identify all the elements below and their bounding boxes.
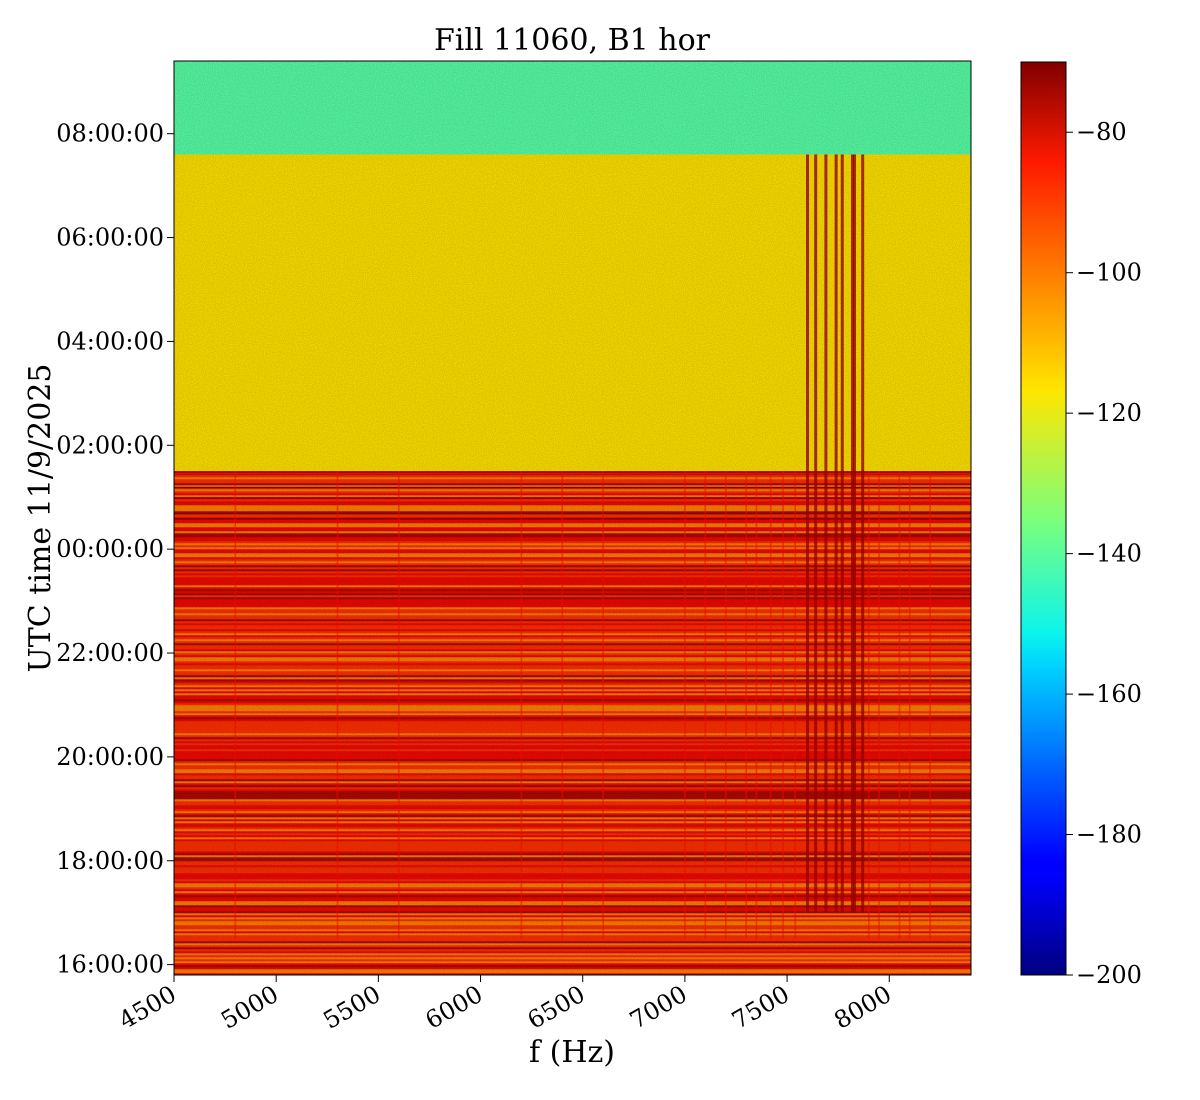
x-tick-label: 5000 bbox=[216, 980, 283, 1035]
x-tick-label: 6000 bbox=[421, 980, 488, 1035]
x-tick-label: 6500 bbox=[523, 980, 590, 1035]
noise-texture bbox=[174, 61, 971, 975]
y-tick-label: 06:00:00 bbox=[56, 224, 164, 252]
y-tick-label: 00:00:00 bbox=[56, 535, 164, 563]
colorbar-tick-label: −200 bbox=[1076, 961, 1142, 989]
y-tick-label: 08:00:00 bbox=[56, 120, 164, 148]
colorbar-tick-label: −180 bbox=[1076, 821, 1142, 849]
x-tick-label: 7500 bbox=[727, 980, 794, 1035]
x-axis-label: f (Hz) bbox=[529, 1035, 615, 1070]
y-tick-label: 02:00:00 bbox=[56, 431, 164, 459]
y-tick-label: 04:00:00 bbox=[56, 327, 164, 355]
plot-frame bbox=[173, 60, 972, 976]
x-tick-label: 5500 bbox=[318, 980, 385, 1035]
colorbar: −80 −100 −120 −140 −160 −180 −200 bbox=[1020, 61, 1142, 989]
colorbar-gradient bbox=[1020, 61, 1067, 976]
y-tick-label: 22:00:00 bbox=[56, 639, 164, 667]
colorbar-ticks: −80 −100 −120 −140 −160 −180 −200 bbox=[1066, 118, 1142, 989]
colorbar-tick-label: −120 bbox=[1076, 399, 1142, 427]
x-tick-label: 4500 bbox=[114, 980, 181, 1035]
colorbar-tick-label: −160 bbox=[1076, 680, 1142, 708]
colorbar-tick-label: −100 bbox=[1076, 259, 1142, 287]
colorbar-tick-label: −80 bbox=[1076, 118, 1127, 146]
chart-title: Fill 11060, B1 hor bbox=[434, 23, 711, 58]
plot-area bbox=[174, 61, 971, 975]
colorbar-tick-label: −140 bbox=[1076, 540, 1142, 568]
y-axis-label: UTC time 11/9/2025 bbox=[23, 364, 58, 673]
y-axis: 16:00:00 18:00:00 20:00:00 22:00:00 00:00:00… bbox=[56, 120, 174, 979]
x-axis: 4500 5000 5500 6000 6500 7000 7500 8000 bbox=[114, 975, 896, 1035]
y-tick-label: 20:00:00 bbox=[56, 743, 164, 771]
y-tick-label: 16:00:00 bbox=[56, 951, 164, 979]
x-tick-label: 7000 bbox=[625, 980, 692, 1035]
y-tick-label: 18:00:00 bbox=[56, 847, 164, 875]
x-tick-label: 8000 bbox=[829, 980, 896, 1035]
